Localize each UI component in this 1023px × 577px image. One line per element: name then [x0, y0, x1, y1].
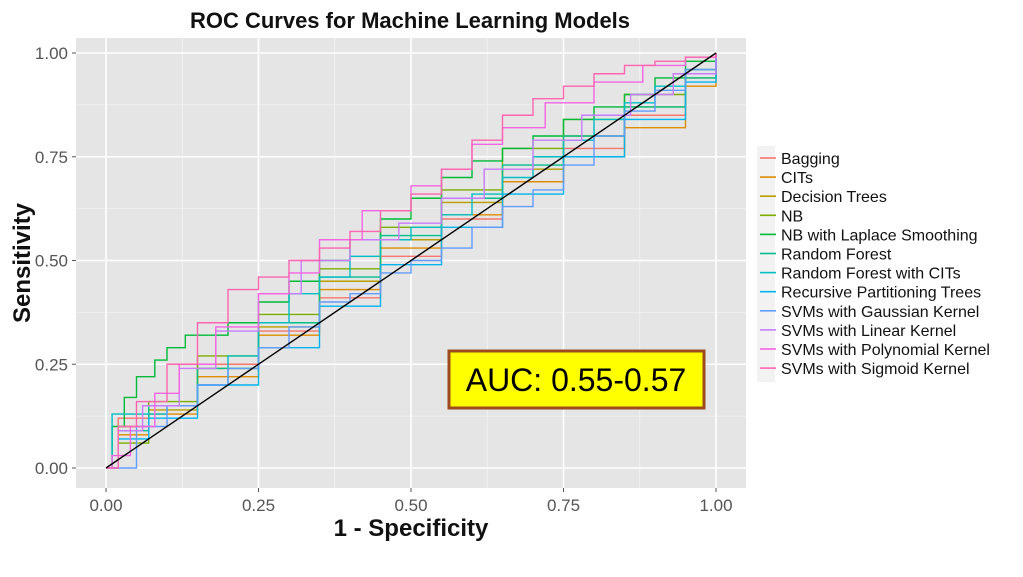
legend-label: SVMs with Linear Kernel	[781, 323, 956, 340]
legend-label: Random Forest with CITs	[781, 266, 961, 283]
x-axis-label: 1 - Specificity	[334, 515, 489, 542]
y-tick-label: 0.25	[35, 355, 68, 374]
legend-label: Decision Trees	[781, 189, 887, 206]
legend-label: SVMs with Polynomial Kernel	[781, 342, 990, 359]
x-axis-ticks: 0.00 0.25 0.50 0.75 1.00	[89, 488, 733, 515]
x-tick-label: 0.75	[547, 496, 580, 515]
legend-label: NB	[781, 208, 803, 225]
legend-key-background	[757, 146, 775, 382]
y-axis-ticks: 0.00 0.25 0.50 0.75 1.00	[35, 44, 76, 478]
roc-series-line	[106, 53, 717, 469]
y-tick-label: 1.00	[35, 44, 68, 63]
x-tick-label: 1.00	[699, 496, 732, 515]
legend-label: SVMs with Gaussian Kernel	[781, 304, 979, 321]
y-tick-label: 0.00	[35, 459, 68, 478]
diagonal-reference-line	[105, 52, 717, 469]
x-tick-label: 0.00	[89, 496, 122, 515]
x-tick-label: 0.25	[242, 496, 275, 515]
legend-label: NB with Laplace Smoothing	[781, 227, 978, 244]
legend-label: Random Forest	[781, 247, 892, 264]
legend-label: Recursive Partitioning Trees	[781, 285, 981, 302]
auc-annotation-box: AUC: 0.55-0.57	[447, 349, 706, 410]
auc-annotation-text: AUC: 0.55-0.57	[466, 362, 687, 398]
roc-series-line	[106, 53, 717, 469]
legend: Bagging CITs Decision Trees NB NB with Lapla…	[757, 146, 990, 382]
chart-title: ROC Curves for Machine Learning Models	[190, 8, 630, 33]
y-tick-label: 0.50	[35, 252, 68, 271]
legend-label: SVMs with Sigmoid Kernel	[781, 361, 970, 378]
x-tick-label: 0.50	[394, 496, 427, 515]
legend-label: CITs	[781, 170, 813, 187]
y-tick-label: 0.75	[35, 148, 68, 167]
y-axis-label: Sensitivity	[9, 202, 36, 323]
legend-label: Bagging	[781, 151, 840, 168]
